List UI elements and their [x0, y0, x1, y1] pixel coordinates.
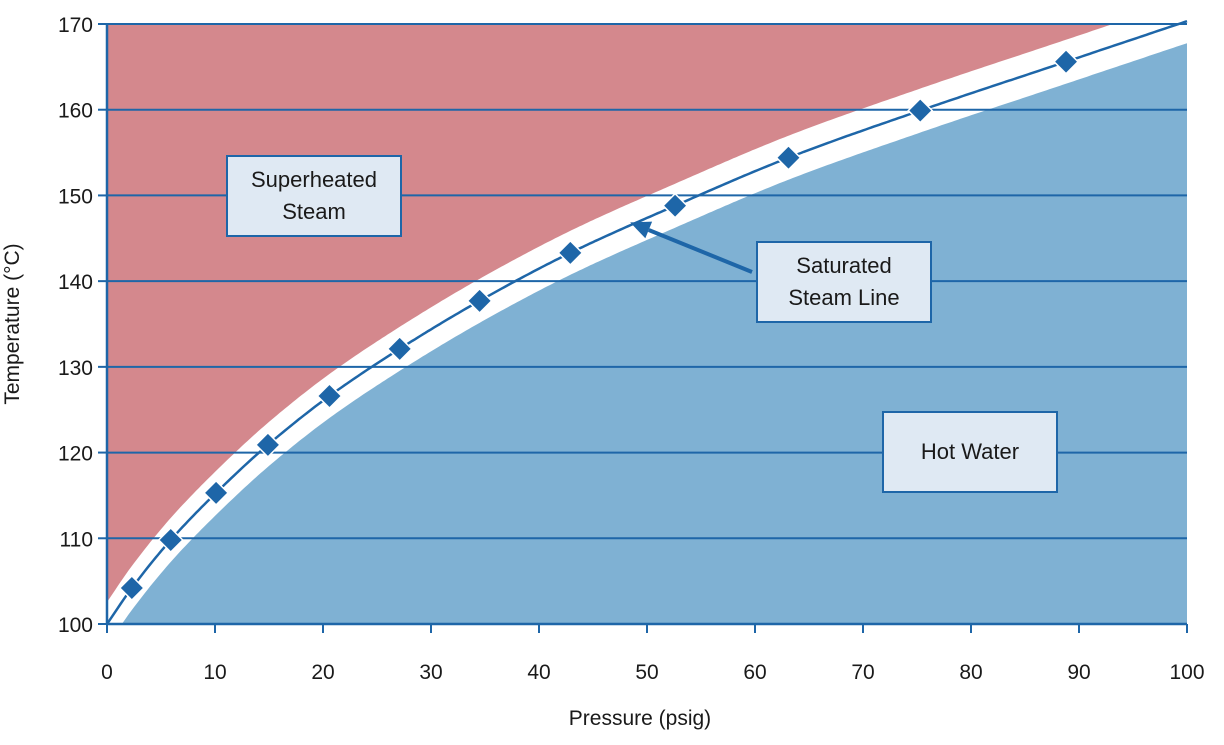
x-tick-label: 100 — [1169, 661, 1204, 684]
x-tick-label: 30 — [419, 661, 442, 684]
x-tick-label: 70 — [851, 661, 874, 684]
data-point-marker — [386, 335, 413, 362]
superheated-label-line-2: Steam — [282, 199, 346, 224]
x-tick-label: 50 — [635, 661, 658, 684]
x-tick-label: 80 — [959, 661, 982, 684]
annotation-arrow — [630, 221, 753, 274]
data-point-marker — [157, 526, 184, 554]
superheated-steam-label: Superheated Steam — [226, 155, 402, 237]
x-ticks: 0 10 20 30 40 50 60 70 80 90 100 — [101, 624, 1205, 684]
x-tick-label: 20 — [311, 661, 334, 684]
hot-water-label: Hot Water — [882, 411, 1058, 493]
y-axis-title: Temperature (°C) — [1, 243, 24, 404]
saturated-label-line-2: Steam Line — [788, 285, 900, 310]
data-point-marker — [1052, 48, 1080, 75]
x-tick-label: 0 — [101, 661, 113, 684]
x-tick-label: 40 — [527, 661, 550, 684]
data-point-marker — [907, 97, 934, 124]
x-tick-label: 60 — [743, 661, 766, 684]
data-point-marker — [316, 382, 343, 410]
y-tick-label: 110 — [60, 528, 93, 551]
data-point-marker — [466, 287, 493, 314]
saturated-steam-line — [105, 20, 1188, 625]
data-point-marker — [775, 144, 802, 171]
data-point-marker — [662, 192, 689, 219]
y-tick-label: 140 — [58, 271, 93, 294]
y-ticks: 100 110 120 130 140 150 160 170 — [58, 14, 107, 637]
data-point-marker — [118, 574, 145, 602]
hot-water-label-line-1: Hot Water — [920, 439, 1020, 464]
y-tick-label: 150 — [58, 185, 93, 208]
y-tick-label: 160 — [58, 100, 93, 123]
data-point-marker — [203, 479, 230, 506]
saturated-steam-line-label: Saturated Steam Line — [756, 241, 932, 323]
saturated-label-line-1: Saturated — [796, 253, 892, 278]
data-markers — [118, 48, 1080, 602]
y-tick-label: 100 — [58, 614, 93, 637]
superheated-label-line-1: Superheated — [251, 167, 377, 192]
x-axis-title: Pressure (psig) — [569, 707, 711, 730]
arrow-head — [630, 221, 653, 239]
y-tick-label: 130 — [58, 357, 93, 380]
arrow-shaft — [647, 228, 753, 274]
data-point-marker — [557, 239, 584, 266]
x-tick-label: 90 — [1067, 661, 1090, 684]
data-point-marker — [254, 431, 281, 458]
x-tick-label: 10 — [203, 661, 226, 684]
y-tick-label: 120 — [58, 443, 93, 466]
y-tick-label: 170 — [58, 14, 93, 37]
